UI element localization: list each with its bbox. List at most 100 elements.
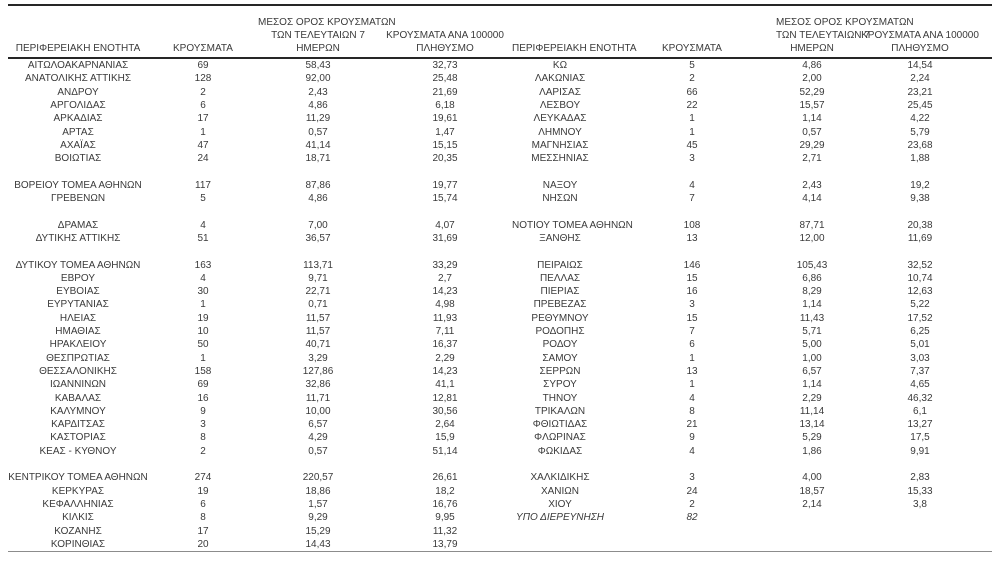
right-per100k-cell: 10,74 <box>907 272 933 284</box>
left-region-cell: ΚΑΒΑΛΑΣ <box>54 392 102 404</box>
left-per100k-cell <box>378 245 512 258</box>
right-per100k-cell: 6,25 <box>910 326 930 338</box>
table-row: ΚΕΦΑΛΛΗΝΙΑΣ 6 1,57 16,76 ΧΙΟΥ 2 2,14 3,8 <box>8 498 992 511</box>
right-cases-cell: 45 <box>686 139 698 151</box>
right-cases-cell: 3 <box>689 472 695 484</box>
right-region-header: ΠΕΡΙΦΕΡΕΙΑΚΗ ΕΝΟΤΗΤΑ <box>512 5 636 59</box>
right-avg-cell: 52,29 <box>799 86 825 98</box>
right-region-cell: ΦΛΩΡΙΝΑΣ <box>534 432 586 444</box>
left-avg-cell: 0,57 <box>308 126 328 138</box>
left-cases-cell: 10 <box>197 326 209 338</box>
table-row: ΒΟΡΕΙΟΥ ΤΟΜΕΑ ΑΘΗΝΩΝ 117 87,86 19,77 ΝΑΞΟΥ 4 2… <box>8 179 992 192</box>
left-region-cell: ΑΡΓΟΛΙΔΑΣ <box>50 100 106 112</box>
right-per100k-cell: 9,91 <box>910 445 930 457</box>
right-region-cell <box>512 538 608 552</box>
left-avg7-header: ΜΕΣΟΣ ΟΡΟΣ ΚΡΟΥΣΜΑΤΩΝ ΤΩΝ ΤΕΛΕΥΤΑΙΩΝ 7 Η… <box>258 5 396 59</box>
right-per100k-cell <box>848 511 992 524</box>
left-region-cell: ΚΕΡΚΥΡΑΣ <box>51 485 105 497</box>
left-per100k-cell: 15,74 <box>432 193 458 205</box>
right-avg-cell: 5,00 <box>802 339 822 351</box>
left-avg-cell: 220,57 <box>302 472 334 484</box>
table-row: ΗΡΑΚΛΕΙΟΥ 50 40,71 16,37 ΡΟΔΟΥ 6 5,00 5,01 <box>8 338 992 351</box>
left-per100k-cell: 13,79 <box>432 538 458 550</box>
left-avg-cell: 113,71 <box>303 259 333 271</box>
left-per100k-cell: 41,1 <box>435 379 455 391</box>
left-region-cell <box>8 205 148 218</box>
right-avg-cell: 1,86 <box>802 445 822 457</box>
left-per100k-header: ΚΡΟΥΣΜΑΤΑ ΑΝΑ 100000 ΠΛΗΘΥΣΜΟ <box>378 5 512 59</box>
right-avg-cell: 87,71 <box>799 219 825 231</box>
right-cases-cell: 1 <box>689 379 695 391</box>
right-per100k-cell: 6,1 <box>913 405 927 417</box>
table-row: ΓΡΕΒΕΝΩΝ 5 4,86 15,74 ΝΗΣΩΝ 7 4,14 9,38 <box>8 192 992 205</box>
left-avg-cell: 1,57 <box>308 498 328 510</box>
left-region-cell: ΑΧΑΪΑΣ <box>60 139 96 151</box>
right-avg-cell: 29,29 <box>799 139 825 151</box>
right-region-cell: ΤΗΝΟΥ <box>542 392 578 404</box>
table-row: ΔΥΤΙΚΗΣ ΑΤΤΙΚΗΣ 51 36,57 31,69 ΞΑΝΘΗΣ 13 12,00… <box>8 232 992 245</box>
left-cases-cell: 24 <box>197 153 209 165</box>
left-avg-cell: 4,86 <box>308 100 328 112</box>
left-region-cell <box>8 165 148 178</box>
table-row: ΕΥΒΟΙΑΣ 30 22,71 14,23 ΠΙΕΡΙΑΣ 16 8,29 12,63 <box>8 285 992 298</box>
left-region-cell: ΚΕΑΣ - ΚΥΘΝΟΥ <box>39 445 117 457</box>
left-cases-cell: 17 <box>197 525 209 537</box>
table-row: ΙΩΑΝΝΙΝΩΝ 69 32,86 41,1 ΣΥΡΟΥ 1 1,14 4,65 <box>8 378 992 391</box>
right-avg-cell: 8,29 <box>802 286 822 298</box>
left-region-cell: ΗΜΑΘΙΑΣ <box>55 326 101 338</box>
left-per100k-cell: 14,23 <box>432 365 458 377</box>
left-region-cell: ΚΕΝΤΡΙΚΟΥ ΤΟΜΕΑ ΑΘΗΝΩΝ <box>8 472 148 484</box>
table-row: ΘΕΣΠΡΩΤΙΑΣ 1 3,29 2,29 ΣΑΜΟΥ 1 1,00 3,03 <box>8 352 992 365</box>
right-per100k-cell <box>848 458 992 471</box>
left-cases-cell: 19 <box>197 485 209 497</box>
left-region-cell: ΕΒΡΟΥ <box>60 272 96 284</box>
table-row: ΑΧΑΪΑΣ 47 41,14 15,15 ΜΑΓΝΗΣΙΑΣ 45 29,29 23,68 <box>8 139 992 152</box>
left-avg-cell: 0,71 <box>308 299 328 311</box>
left-region-cell: ΔΡΑΜΑΣ <box>57 219 99 231</box>
right-avg-cell <box>776 458 848 471</box>
left-avg-cell: 11,57 <box>305 326 331 338</box>
right-region-cell <box>512 458 608 471</box>
right-avg-cell: 4,86 <box>802 60 822 72</box>
right-region-cell: ΛΑΡΙΣΑΣ <box>539 86 581 98</box>
right-cases-cell: 3 <box>689 153 695 165</box>
right-region-cell: ΠΙΕΡΙΑΣ <box>540 286 580 298</box>
regional-cases-table: ΠΕΡΙΦΕΡΕΙΑΚΗ ΕΝΟΤΗΤΑ ΚΡΟΥΣΜΑΤΑ ΜΕΣΟΣ ΟΡΟ… <box>8 4 992 552</box>
right-region-cell: ΜΕΣΣΗΝΙΑΣ <box>531 153 589 165</box>
left-avg-cell: 11,29 <box>305 113 331 125</box>
right-cases-cell <box>608 524 776 537</box>
left-avg-cell: 87,86 <box>305 179 331 191</box>
left-cases-cell: 5 <box>200 193 206 205</box>
left-avg-cell: 9,71 <box>308 272 328 284</box>
left-per100k-cell <box>378 458 512 471</box>
right-per100k-cell: 5,22 <box>910 299 930 311</box>
right-avg-cell: 0,57 <box>802 126 822 138</box>
left-region-cell: ΘΕΣΣΑΛΟΝΙΚΗΣ <box>39 365 117 377</box>
right-region-cell: ΡΕΘΥΜΝΟΥ <box>531 312 589 324</box>
right-region-cell: ΣΥΡΟΥ <box>543 379 577 391</box>
right-per100k-cell: 9,38 <box>910 193 930 205</box>
right-cases-cell: 108 <box>683 219 701 231</box>
right-per100k-cell: 15,33 <box>907 485 933 497</box>
left-per100k-cell <box>378 165 512 178</box>
right-region-cell: ΚΩ <box>552 60 568 72</box>
left-region-cell: ΙΩΑΝΝΙΝΩΝ <box>49 379 107 391</box>
table-row: ΚΙΛΚΙΣ 8 9,29 9,95 ΥΠΟ ΔΙΕΡΕΥΝΗΣΗ 82 <box>8 511 992 524</box>
right-per100k-cell: 2,83 <box>910 472 930 484</box>
left-per100k-cell: 11,32 <box>432 525 458 537</box>
right-region-cell: ΡΟΔΟΥ <box>542 339 578 351</box>
left-avg-cell <box>258 245 378 258</box>
left-per100k-cell: 1,47 <box>435 126 455 138</box>
left-cases-cell <box>148 245 258 258</box>
left-per100k-cell: 2,64 <box>435 419 455 431</box>
table-row: ΑΡΓΟΛΙΔΑΣ 6 4,86 6,18 ΛΕΣΒΟΥ 22 15,57 25,45 <box>8 99 992 112</box>
left-cases-cell <box>148 458 258 471</box>
left-cases-cell: 19 <box>197 312 209 324</box>
left-avg-cell <box>258 205 378 218</box>
left-cases-cell <box>148 205 258 218</box>
table-row: ΕΒΡΟΥ 4 9,71 2,7 ΠΕΛΛΑΣ 15 6,86 10,74 <box>8 272 992 285</box>
right-avg-cell: 2,43 <box>802 179 822 191</box>
right-cases-cell: 1 <box>689 352 695 364</box>
left-avg-cell: 2,43 <box>308 86 328 98</box>
right-avg-cell <box>776 165 848 178</box>
